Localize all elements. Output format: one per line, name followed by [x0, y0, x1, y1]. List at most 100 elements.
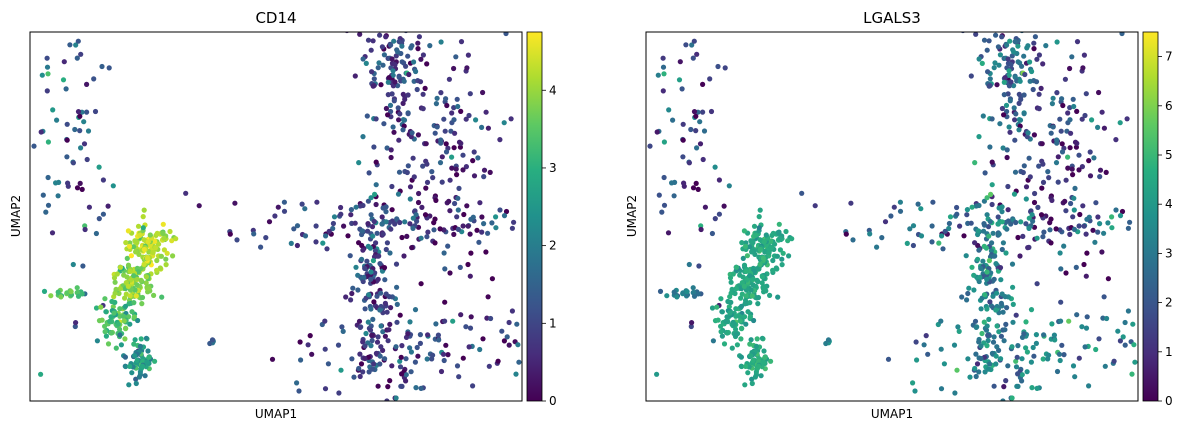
- scatter-point: [362, 343, 368, 349]
- scatter-point: [471, 149, 477, 155]
- scatter-point: [460, 19, 465, 24]
- scatter-point: [983, 327, 990, 333]
- scatter-point: [366, 292, 372, 298]
- scatter-point: [307, 333, 313, 339]
- scatter-point: [75, 38, 81, 44]
- scatter-point: [416, 190, 422, 197]
- scatter-point: [1076, 355, 1082, 361]
- scatter-point: [1104, 315, 1110, 322]
- scatter-point: [587, 214, 592, 219]
- scatter-point: [139, 294, 146, 301]
- scatter-point: [422, 85, 428, 91]
- scatter-point: [716, 177, 723, 183]
- scatter-point: [299, 201, 305, 207]
- scatter-point: [414, 4, 419, 9]
- scatter-point: [167, 228, 173, 235]
- scatter-point: [914, 357, 920, 363]
- scatter-point: [497, 137, 503, 143]
- scatter-point: [1119, 208, 1126, 215]
- scatter-point: [436, 337, 442, 343]
- scatter-point: [444, 102, 450, 109]
- scatter-point: [989, 240, 995, 246]
- scatter-point: [415, 353, 421, 359]
- scatter-point: [1096, 89, 1102, 96]
- scatter-point: [483, 249, 489, 255]
- scatter-point: [227, 231, 233, 237]
- scatter-point: [438, 90, 444, 96]
- scatter-point: [1004, 108, 1010, 115]
- scatter-point: [360, 56, 366, 62]
- scatter-point: [1053, 160, 1060, 166]
- scatter-point: [1090, 9, 1095, 14]
- scatter-point: [371, 299, 377, 305]
- scatter-point: [1030, 218, 1036, 224]
- scatter-point: [353, 204, 359, 210]
- scatter-point: [657, 288, 664, 294]
- scatter-point: [1079, 324, 1085, 330]
- scatter-point: [745, 370, 751, 376]
- scatter-point: [671, 289, 677, 295]
- scatter-point: [1000, 309, 1006, 315]
- scatter-point: [107, 318, 113, 324]
- scatter-point: [434, 124, 440, 130]
- scatter-point: [1087, 149, 1093, 155]
- scatter-point: [965, 290, 971, 297]
- scatter-point: [341, 223, 347, 229]
- scatter-point: [984, 47, 990, 53]
- scatter-point: [1020, 233, 1026, 239]
- scatter-point: [1054, 39, 1060, 45]
- scatter-point: [380, 205, 386, 211]
- scatter-point: [776, 221, 782, 227]
- scatter-point: [415, 40, 421, 46]
- scatter-point: [741, 283, 747, 289]
- scatter-point: [499, 328, 505, 334]
- scatter-point: [693, 180, 699, 186]
- scatter-point: [63, 86, 69, 92]
- scatter-point: [501, 213, 508, 219]
- scatter-point: [456, 374, 462, 380]
- scatter-point: [993, 307, 999, 313]
- scatter-point: [1067, 231, 1073, 237]
- scatter-point: [1032, 190, 1038, 197]
- scatter-point: [115, 321, 121, 327]
- scatter-point: [738, 336, 744, 342]
- scatter-point: [989, 182, 995, 188]
- scatter-point: [122, 295, 128, 301]
- scatter-point: [480, 89, 486, 96]
- scatter-point: [812, 203, 818, 209]
- scatter-point: [355, 272, 361, 278]
- scatter-point: [969, 204, 975, 210]
- scatter-point: [133, 380, 139, 387]
- scatter-point: [1017, 117, 1024, 123]
- scatter-point: [742, 243, 749, 249]
- scatter-point: [418, 281, 424, 287]
- scatter-point: [401, 117, 408, 123]
- scatter-point: [777, 235, 783, 241]
- scatter-point: [986, 83, 992, 89]
- scatter-point: [419, 204, 425, 210]
- scatter-point: [432, 240, 438, 246]
- scatter-point: [358, 361, 365, 367]
- scatter-point: [390, 124, 396, 130]
- scatter-point: [506, 342, 512, 348]
- scatter-point: [1009, 395, 1015, 401]
- scatter-point: [992, 60, 998, 66]
- scatter-point: [395, 49, 401, 55]
- scatter-point: [382, 333, 388, 339]
- scatter-point: [708, 108, 715, 115]
- scatter-point: [749, 249, 755, 255]
- scatter-point: [754, 277, 760, 283]
- scatter-point: [385, 79, 391, 85]
- scatter-point: [378, 344, 384, 350]
- scatter-point: [477, 200, 483, 206]
- scatter-point: [695, 186, 701, 192]
- scatter-point: [757, 237, 763, 243]
- scatter-point: [99, 317, 105, 323]
- scatter-point: [1011, 83, 1017, 89]
- scatter-point: [1004, 42, 1010, 48]
- scatter-point: [387, 19, 392, 24]
- scatter-point: [418, 385, 424, 391]
- scatter-point: [716, 211, 723, 217]
- scatter-point: [385, 384, 391, 390]
